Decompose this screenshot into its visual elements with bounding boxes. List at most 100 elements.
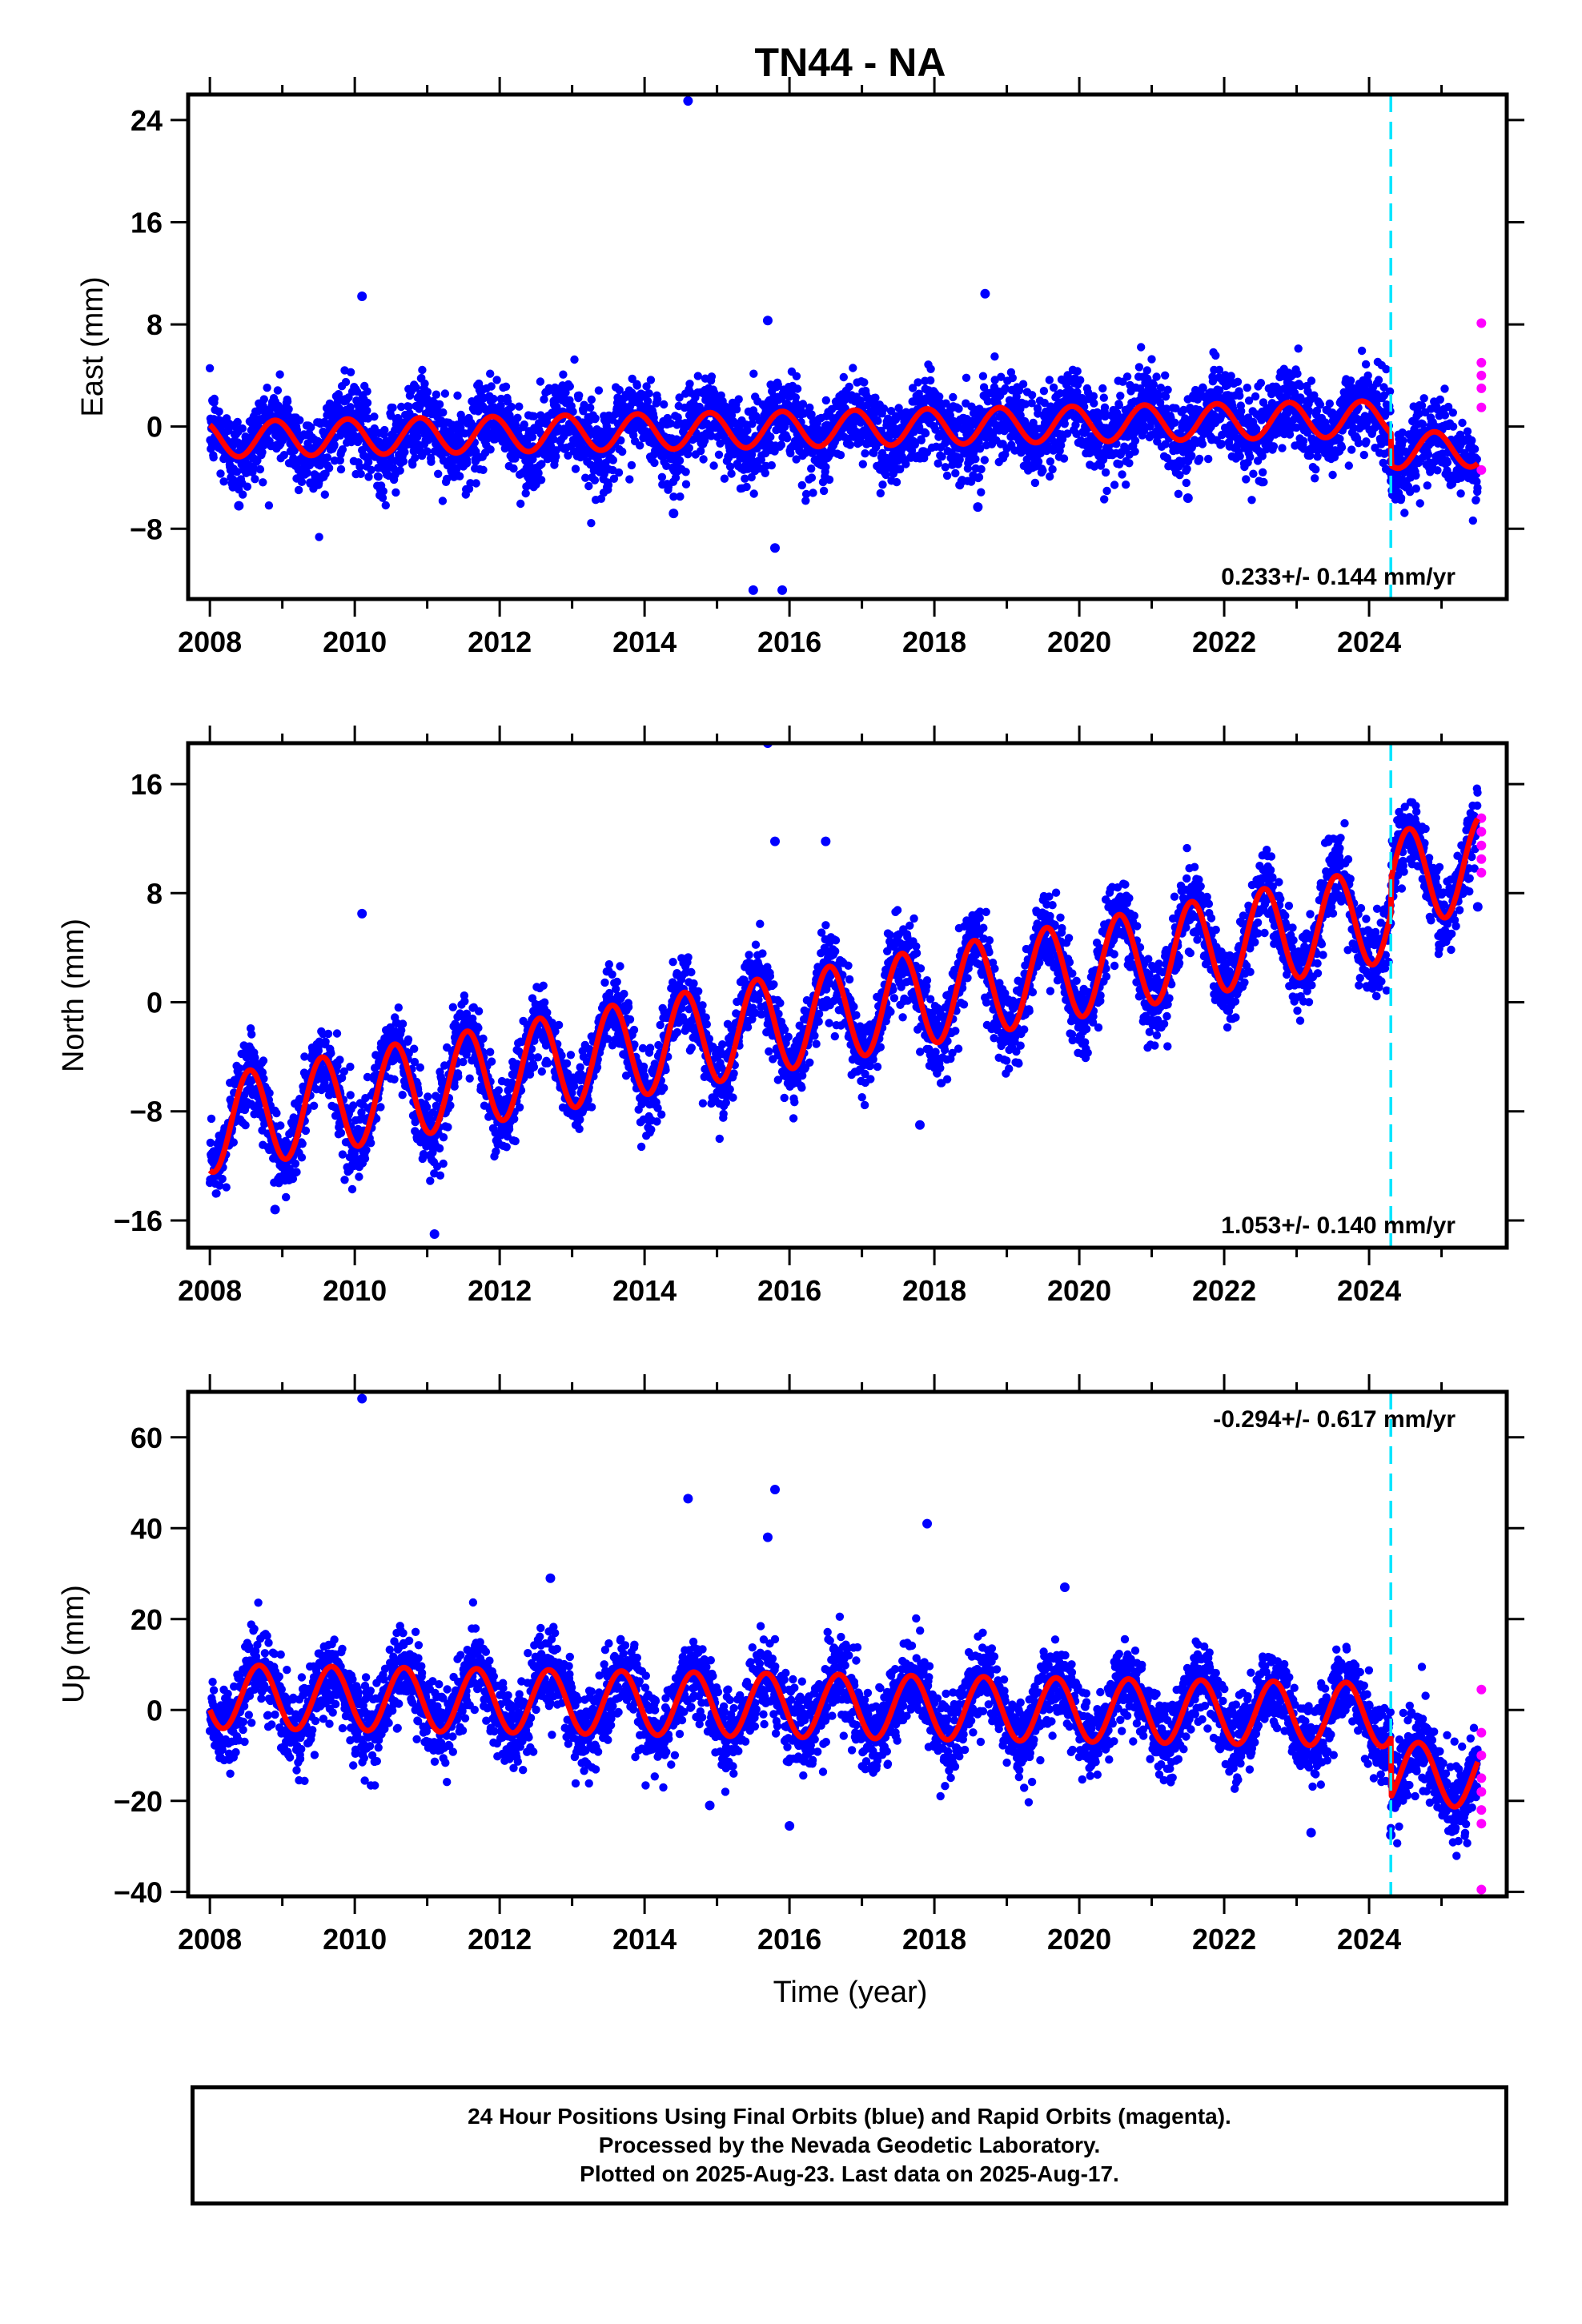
y-tick-label: 0: [147, 411, 163, 444]
outlier-point: [357, 292, 367, 301]
rapid-orbit-point: [1476, 1751, 1487, 1761]
y-tick-label: −20: [114, 1785, 163, 1818]
rapid-orbit-point: [1476, 357, 1487, 368]
panel-frame: [186, 1389, 1509, 1899]
fit-curve: [207, 398, 1480, 472]
x-tick-label: 2024: [1337, 625, 1401, 658]
x-tick-label: 2008: [178, 625, 242, 658]
rapid-orbit-point: [1476, 1684, 1487, 1695]
y-tick-label: −40: [114, 1876, 163, 1908]
y-tick-label: 16: [130, 768, 163, 801]
outlier-point: [980, 288, 990, 299]
x-tick-label: 2018: [902, 1923, 966, 1956]
x-tick-label: 2020: [1047, 1923, 1111, 1956]
outlier-point: [357, 908, 367, 919]
outlier-point: [683, 95, 693, 106]
rapid-orbit-point: [1476, 867, 1487, 878]
x-tick-label: 2020: [1047, 1274, 1111, 1307]
x-tick-label: 2014: [612, 625, 677, 658]
y-tick-label: 40: [130, 1512, 163, 1545]
rapid-orbit-point: [1476, 370, 1487, 380]
north-panel: 16 8 0 −8 −16 2008 2010 2012 2014 2016 2018 2020 202…: [57, 726, 1524, 1307]
east-panel: 24 16 8 0 −8 2008 2010 2012 2014 2016 2018 2020 2022…: [76, 77, 1524, 658]
rapid-orbit-point: [1476, 318, 1487, 328]
x-tick-label: 2024: [1337, 1274, 1401, 1307]
outlier-point: [762, 1532, 773, 1542]
rapid-orbit-point: [1476, 854, 1487, 864]
outlier-point: [770, 543, 781, 553]
x-tick-label: 2008: [178, 1923, 242, 1956]
x-tick-label: 2008: [178, 1274, 242, 1307]
x-tick-label: 2016: [757, 1274, 821, 1307]
y-tick-label: 16: [130, 206, 163, 239]
footer-line-2: Processed by the Nevada Geodetic Laborat…: [598, 2133, 1101, 2157]
x-tick-label: 2012: [468, 625, 532, 658]
x-tick-label: 2012: [468, 1923, 532, 1956]
y-axis-label: North (mm): [57, 919, 90, 1072]
fit-curve: [207, 1663, 1481, 1810]
outlier-point: [234, 501, 244, 511]
x-tick-label: 2022: [1192, 1274, 1256, 1307]
rapid-orbit-point: [1476, 840, 1487, 850]
y-tick-label: 0: [147, 987, 163, 1019]
x-tick-label: 2012: [468, 1274, 532, 1307]
outlier-point: [357, 1393, 367, 1404]
footer-line-3: Plotted on 2025-Aug-23. Last data on 202…: [580, 2161, 1119, 2186]
outlier-point: [270, 1204, 280, 1215]
x-tick-label: 2018: [902, 625, 966, 658]
x-axis-label: Time (year): [773, 1976, 928, 2009]
outlier-point: [683, 1494, 693, 1504]
rate-annotation: 1.053+/- 0.140 mm/yr: [1221, 1212, 1456, 1239]
x-tick-label: 2010: [323, 1923, 387, 1956]
outlier-point: [429, 1228, 440, 1239]
y-tick-label: 24: [130, 104, 163, 137]
x-tick-label: 2014: [612, 1274, 677, 1307]
y-axis-label: East (mm): [76, 276, 110, 416]
outlier-point: [770, 1485, 781, 1495]
outlier-point: [914, 1120, 925, 1130]
y-tick-label: −8: [130, 513, 163, 545]
x-tick-label: 2022: [1192, 625, 1256, 658]
x-tick-label: 2022: [1192, 1923, 1256, 1956]
final-orbit-points: [205, 343, 1482, 541]
rapid-orbit-point: [1476, 402, 1487, 412]
outlier-point: [1472, 902, 1483, 912]
chart-title: TN44 - NA: [755, 40, 946, 85]
rapid-orbit-point: [1476, 1787, 1487, 1797]
x-tick-label: 2014: [612, 1923, 677, 1956]
y-tick-label: 0: [147, 1694, 163, 1727]
outlier-point: [1059, 1582, 1070, 1593]
y-tick-label: 20: [130, 1603, 163, 1636]
outlier-point: [669, 509, 679, 519]
final-orbit-points: [205, 1598, 1482, 1860]
panel-frame: [186, 92, 1509, 601]
rapid-orbit-point: [1476, 826, 1487, 837]
rapid-orbit-point: [1476, 1727, 1487, 1738]
x-tick-label: 2020: [1047, 625, 1111, 658]
outlier-point: [770, 836, 781, 846]
y-tick-label: −16: [114, 1204, 163, 1237]
x-tick-label: 2016: [757, 625, 821, 658]
rapid-orbit-point: [1476, 1819, 1487, 1829]
rapid-orbit-point: [1476, 464, 1487, 475]
outlier-point: [1182, 493, 1193, 503]
rapid-orbit-point: [1476, 1805, 1487, 1815]
outlier-point: [821, 836, 831, 846]
outlier-point: [1306, 1827, 1316, 1838]
plot-area: [205, 1393, 1487, 1895]
fit-curve: [207, 817, 1480, 1176]
x-tick-label: 2024: [1337, 1923, 1401, 1956]
outlier-point: [748, 585, 758, 595]
rate-annotation: 0.233+/- 0.144 mm/yr: [1221, 564, 1456, 590]
outlier-point: [922, 1518, 933, 1529]
panel-frame: [186, 741, 1509, 1250]
outlier-point: [777, 585, 788, 595]
plot-area: [205, 743, 1487, 1239]
rapid-orbit-point: [1476, 383, 1487, 393]
x-tick-label: 2018: [902, 1274, 966, 1307]
outlier-point: [545, 1573, 556, 1583]
outlier-point: [973, 502, 983, 513]
rate-annotation: -0.294+/- 0.617 mm/yr: [1213, 1406, 1456, 1433]
y-tick-label: 8: [147, 877, 163, 910]
